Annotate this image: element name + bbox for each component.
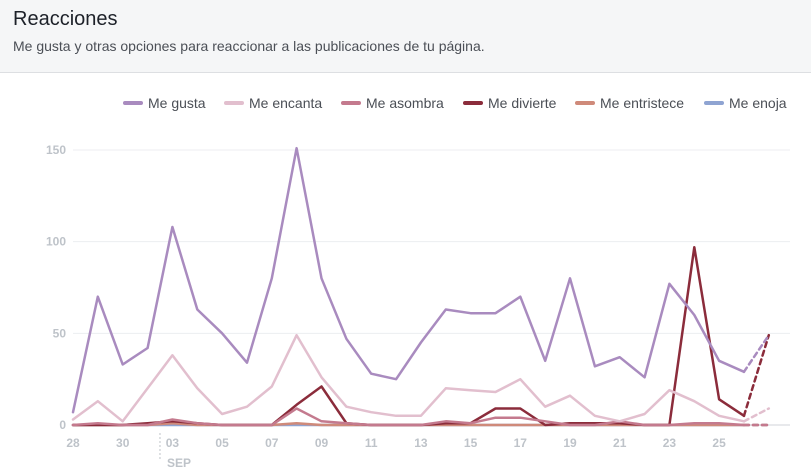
page-title: Reacciones <box>13 8 118 30</box>
x-tick-label: 09 <box>315 436 329 450</box>
y-tick-label: 100 <box>46 235 66 249</box>
chart-series-lines <box>71 146 771 427</box>
y-tick-label: 0 <box>59 418 66 432</box>
legend-label[interactable]: Me encanta <box>249 95 322 111</box>
month-label: SEP <box>167 456 191 470</box>
legend-label[interactable]: Me entristece <box>600 95 684 111</box>
series-line[interactable] <box>71 407 746 427</box>
series-line[interactable] <box>71 245 746 427</box>
x-tick-label: 05 <box>215 436 229 450</box>
reactions-line-chart: Me gusta Me encanta Me asombra Me divierte M… <box>46 95 790 470</box>
x-tick-label: 23 <box>663 436 677 450</box>
y-tick-label: 50 <box>53 326 67 340</box>
x-tick-label: 30 <box>116 436 130 450</box>
x-tick-label: 11 <box>365 436 378 450</box>
x-tick-label: 28 <box>66 436 80 450</box>
y-axis-ticks: 0 50 100 150 <box>46 143 66 432</box>
legend-label[interactable]: Me enoja <box>729 95 787 111</box>
x-tick-label: 07 <box>265 436 279 450</box>
legend-label[interactable]: Me gusta <box>148 95 206 111</box>
chart-grid <box>73 149 790 426</box>
y-tick-label: 150 <box>46 143 66 157</box>
series-line[interactable] <box>71 146 746 414</box>
chart-legend: Me gusta Me encanta Me asombra Me divierte M… <box>123 95 787 111</box>
x-tick-label: 19 <box>563 436 577 450</box>
series-projection <box>742 333 771 418</box>
x-axis-ticks: 28 30 03 05 07 09 11 13 15 17 19 21 23 25 SEP <box>66 433 726 470</box>
x-tick-label: 17 <box>514 436 528 450</box>
x-tick-label: 21 <box>613 436 627 450</box>
legend-label[interactable]: Me divierte <box>488 95 557 111</box>
series-projection <box>742 407 771 423</box>
page-header: Reacciones Me gusta y otras opciones par… <box>0 0 811 73</box>
x-tick-label: 13 <box>414 436 428 450</box>
legend-label[interactable]: Me asombra <box>366 95 444 111</box>
x-tick-label: 03 <box>166 436 180 450</box>
x-tick-label: 15 <box>464 436 478 450</box>
x-tick-label: 25 <box>712 436 726 450</box>
series-projection <box>742 333 771 374</box>
series-line[interactable] <box>71 333 746 423</box>
page-subtitle: Me gusta y otras opciones para reacciona… <box>13 38 485 54</box>
